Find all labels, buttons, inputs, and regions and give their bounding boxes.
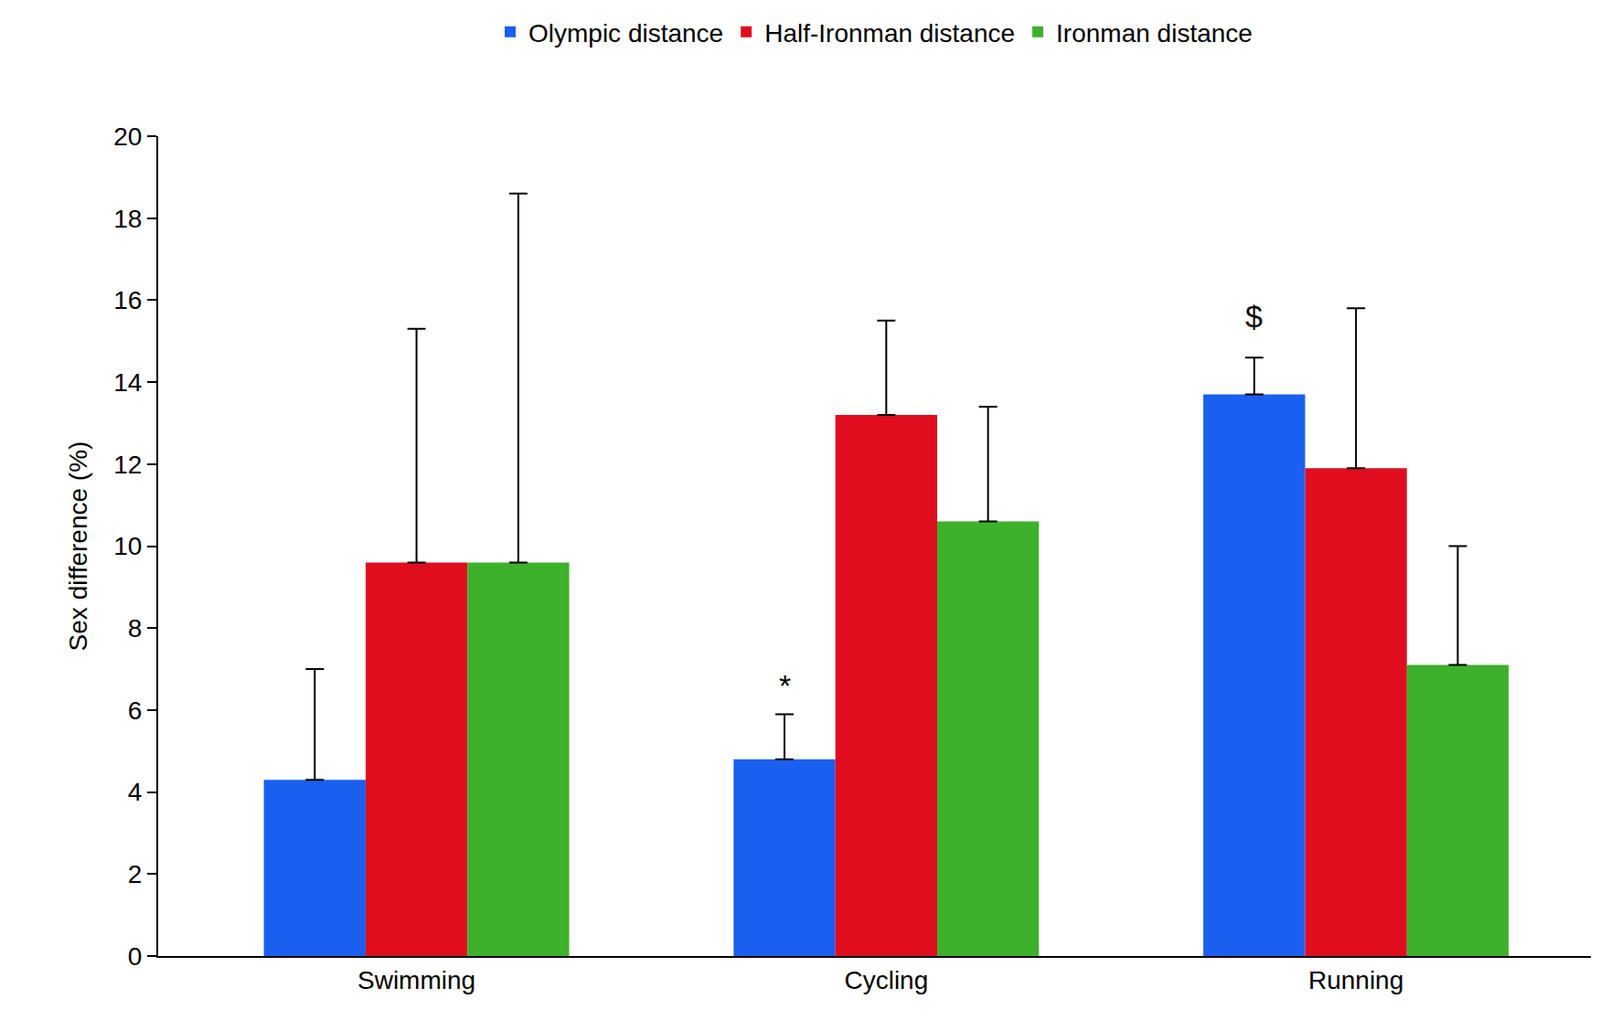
svg-text:Olympic distance: Olympic distance [528, 19, 724, 48]
svg-text:6: 6 [128, 696, 143, 726]
svg-text:Cycling: Cycling [843, 966, 928, 995]
svg-text:16: 16 [113, 286, 142, 315]
svg-text:Half-Ironman distance: Half-Ironman distance [764, 19, 1015, 48]
svg-text:Ironman distance: Ironman distance [1056, 19, 1253, 48]
svg-text:10: 10 [113, 532, 142, 561]
svg-text:2: 2 [128, 860, 143, 889]
svg-text:4: 4 [128, 778, 143, 807]
svg-text:Running: Running [1308, 966, 1404, 995]
svg-text:Sex difference (%): Sex difference (%) [64, 441, 93, 652]
svg-text:12: 12 [113, 450, 142, 480]
svg-text:14: 14 [113, 368, 142, 397]
svg-text:8: 8 [128, 614, 143, 643]
svg-text:*: * [778, 668, 791, 704]
svg-text:0: 0 [128, 942, 143, 971]
svg-text:18: 18 [113, 204, 142, 234]
svg-text:$: $ [1245, 298, 1263, 334]
svg-text:Swimming: Swimming [357, 966, 476, 995]
svg-text:20: 20 [113, 122, 142, 151]
